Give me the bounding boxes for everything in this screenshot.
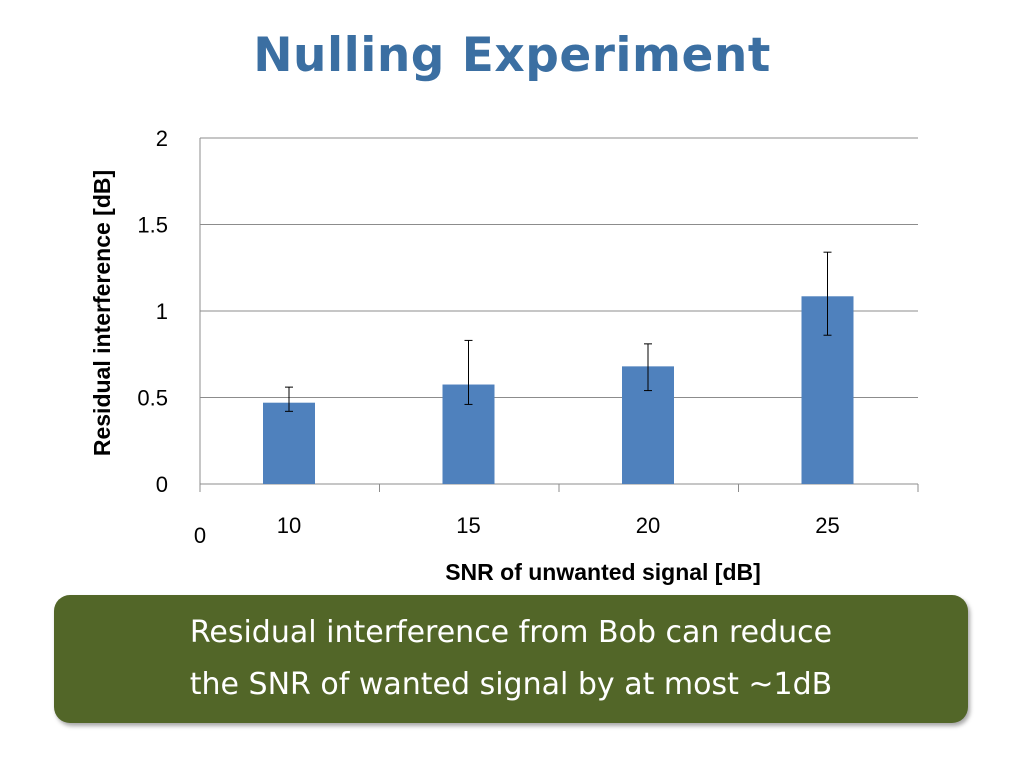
- x-tick-label-25: 25: [815, 513, 839, 538]
- tick-labels: 0 0.5 1 1.5 2 10 15 20 25 0: [137, 126, 839, 548]
- bar-chart: 0 0.5 1 1.5 2 10 15 20 25 0 SNR of unwanted signa…: [89, 126, 919, 585]
- bars: [263, 251, 854, 484]
- callout-line-2: the SNR of wanted signal by at most ~1dB: [189, 667, 833, 702]
- callout-box: Residual interference from Bob can reduc…: [54, 595, 968, 723]
- x-axis-title: SNR of unwanted signal [dB]: [445, 559, 761, 585]
- bar-10: [263, 402, 315, 484]
- x-tick-label-10: 10: [277, 513, 301, 538]
- y-tick-label: 2: [156, 126, 168, 151]
- y-tick-label: 1: [156, 299, 168, 324]
- error-bar-25: [823, 251, 832, 336]
- error-bar-15: [464, 339, 473, 405]
- gridlines: [200, 137, 918, 398]
- callout-line-1: Residual interference from Bob can reduc…: [189, 615, 833, 650]
- x-origin-label: 0: [194, 523, 206, 548]
- y-tick-label: 0: [156, 472, 168, 497]
- y-tick-label: 1.5: [137, 213, 168, 238]
- x-tick-label-15: 15: [456, 513, 480, 538]
- error-bar-10: [285, 386, 293, 412]
- x-tick-label-20: 20: [636, 513, 660, 538]
- slide-title: Nulling Experiment: [253, 28, 771, 83]
- error-bar-20: [644, 343, 652, 392]
- y-tick-label: 0.5: [137, 386, 168, 411]
- axes: [199, 138, 919, 492]
- y-axis-title: Residual interference [dB]: [89, 170, 115, 456]
